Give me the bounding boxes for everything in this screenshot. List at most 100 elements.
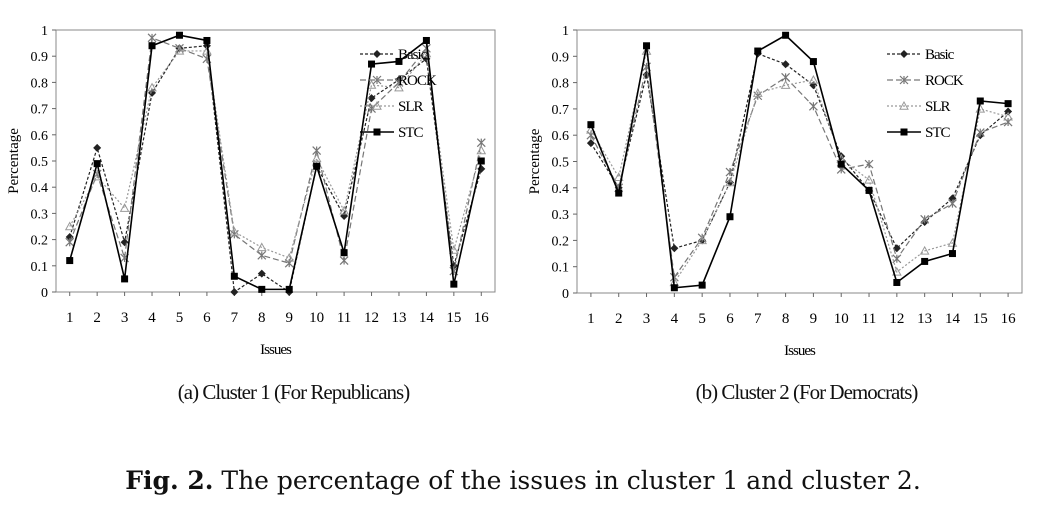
x-tick-label: 10	[834, 311, 849, 327]
data-point-basic	[948, 194, 957, 203]
x-tick-label: 5	[698, 311, 706, 327]
data-point-basic	[670, 244, 679, 253]
x-tick-label: 4	[148, 310, 156, 326]
data-point-stc	[726, 213, 734, 221]
data-point-stc	[368, 60, 376, 68]
data-point-slr	[919, 245, 930, 255]
y-tick-label: 0.8	[552, 77, 570, 92]
data-point-slr	[780, 80, 791, 89]
data-point-slr	[394, 82, 404, 92]
legend-label-basic: Basic	[925, 47, 955, 63]
data-point-stc	[230, 272, 238, 280]
data-point-rock	[669, 272, 679, 282]
data-point-slr	[284, 252, 295, 262]
x-tick-label: 15	[973, 311, 988, 327]
legend-marker-slr	[899, 100, 909, 110]
legend-marker-basic	[373, 50, 381, 58]
data-point-slr	[1003, 111, 1013, 121]
data-point-slr	[448, 245, 459, 254]
y-axis-label: Percentage	[6, 128, 22, 194]
x-tick-label: 6	[726, 311, 734, 327]
x-tick-label: 2	[93, 310, 101, 326]
data-point-stc	[121, 275, 129, 283]
x-tick-label: 13	[391, 310, 406, 326]
y-tick-label: 0.9	[31, 50, 49, 65]
data-point-basic	[367, 94, 376, 103]
data-point-stc	[865, 186, 873, 194]
data-point-slr	[641, 46, 652, 55]
x-tick-label: 8	[258, 310, 266, 326]
data-point-slr	[613, 172, 624, 181]
data-point-rock	[312, 146, 322, 155]
legend-label-rock: ROCK	[398, 73, 437, 89]
legend-label-stc: STC	[925, 125, 951, 141]
data-point-basic	[340, 212, 349, 221]
data-point-stc	[921, 257, 929, 265]
data-point-stc	[948, 250, 956, 258]
legend-label-rock: ROCK	[925, 73, 964, 89]
data-point-stc	[203, 36, 211, 44]
data-point-basic	[1004, 107, 1013, 116]
y-tick-label: 1	[41, 24, 48, 39]
data-point-slr	[339, 205, 349, 215]
data-point-stc	[395, 57, 403, 65]
data-point-stc	[1004, 100, 1012, 108]
data-point-basic	[230, 288, 239, 296]
x-tick-label: 16	[1001, 311, 1017, 327]
y-tick-label: 0.3	[552, 208, 570, 223]
data-point-stc	[148, 42, 156, 50]
x-tick-label: 14	[419, 310, 435, 326]
data-point-slr	[725, 177, 735, 187]
data-point-slr	[697, 235, 708, 245]
x-axis-label: Issues	[260, 342, 292, 358]
x-tick-label: 6	[203, 310, 211, 326]
data-point-slr	[808, 74, 819, 84]
data-point-rock	[892, 254, 902, 264]
x-tick-label: 7	[754, 311, 762, 327]
x-tick-label: 3	[643, 311, 651, 327]
y-tick-label: 0.3	[31, 207, 49, 222]
data-point-stc	[698, 281, 706, 289]
data-point-stc	[670, 284, 678, 292]
y-tick-label: 0	[562, 287, 569, 302]
data-point-stc	[313, 162, 321, 170]
data-point-rock	[1003, 117, 1013, 127]
data-point-slr	[64, 221, 75, 231]
legend-marker-rock	[372, 75, 382, 85]
data-point-rock	[339, 256, 349, 265]
series-slr	[64, 45, 487, 262]
data-point-stc	[66, 257, 74, 265]
x-tick-label: 15	[446, 310, 461, 326]
data-point-basic	[93, 143, 102, 152]
data-point-basic	[586, 139, 595, 148]
data-point-slr	[311, 153, 322, 163]
data-point-stc	[340, 249, 348, 257]
y-tick-label: 0.1	[31, 260, 49, 275]
y-tick-label: 0.9	[552, 50, 570, 65]
data-point-rock	[975, 128, 985, 137]
y-tick-label: 0.7	[552, 103, 570, 118]
data-point-slr	[174, 45, 185, 55]
legend-marker-stc	[900, 128, 908, 136]
legend: Basic ROCK SLR STC	[887, 47, 965, 141]
data-point-stc	[837, 160, 845, 168]
chart-panel-cluster-1: 0 0.1 0.2 0.3 0.4 0.5 0.6 0.7 0.8 0.9 1 1 2 3 4 5 6 7 8 9 10…	[0, 0, 523, 420]
legend-label-slr: SLR	[925, 99, 951, 115]
data-point-rock	[476, 138, 486, 148]
x-tick-label: 3	[121, 310, 129, 326]
x-tick-label: 11	[862, 311, 876, 327]
y-tick-label: 0.8	[31, 76, 49, 91]
data-point-slr	[891, 266, 902, 276]
data-point-slr	[229, 226, 240, 236]
x-tick-label: 13	[917, 311, 932, 327]
data-point-basic	[65, 232, 74, 241]
legend-label-slr: SLR	[398, 99, 424, 115]
figure-caption: Fig. 2. The percentage of the issues in …	[0, 466, 1046, 495]
chart-cluster-2-svg: 00.10.20.30.40.50.60.70.80.911 2 3 4 5 6 7 8 9 10…	[527, 24, 1023, 359]
data-point-stc	[285, 285, 293, 293]
data-point-basic	[725, 178, 734, 187]
data-point-slr	[256, 242, 267, 252]
series-rock	[586, 62, 1013, 282]
data-point-basic	[148, 88, 157, 97]
data-point-stc	[258, 285, 266, 293]
